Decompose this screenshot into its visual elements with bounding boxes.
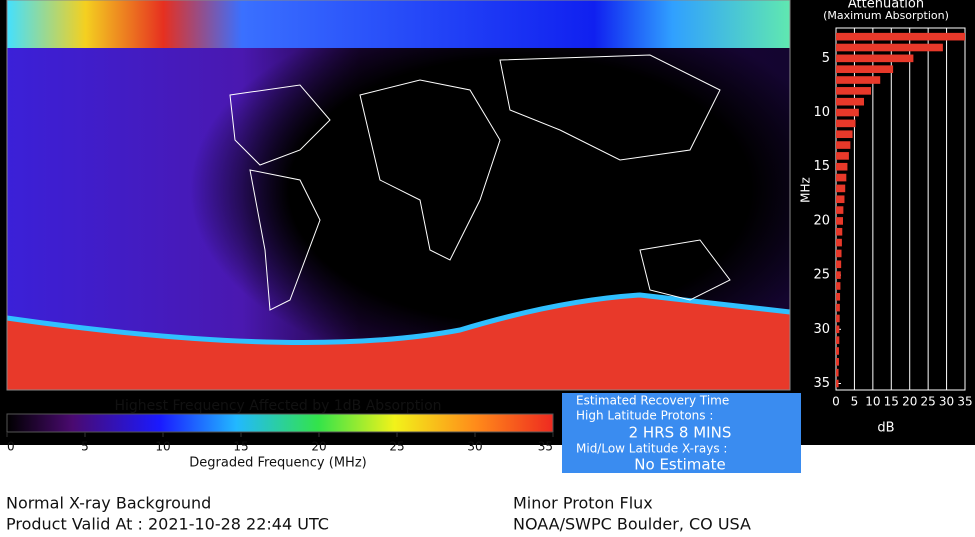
footer-text: NOAA/SWPC Boulder, CO USA	[513, 515, 751, 534]
y-tick-label: 20	[902, 395, 917, 409]
bar	[836, 119, 856, 128]
recovery-label: Mid/Low Latitude X-rays :	[576, 442, 727, 456]
bar	[836, 227, 843, 236]
bar	[836, 162, 848, 171]
bar	[836, 260, 842, 269]
bar	[836, 368, 839, 377]
x-tick-label: 15	[813, 159, 830, 174]
colorbar-title: Highest Frequency Affected by 1dB Absorp…	[114, 398, 441, 414]
recovery-label: High Latitude Protons :	[576, 409, 713, 423]
x-tick-label: 20	[813, 213, 830, 228]
bar	[836, 358, 839, 366]
chart-title: Attenuation	[848, 0, 924, 12]
y-tick-label: 30	[939, 395, 954, 409]
bar	[836, 43, 943, 52]
y-tick-label: 5	[851, 395, 859, 409]
bar	[836, 238, 842, 247]
bar	[836, 87, 872, 95]
y-tick-label: 25	[921, 395, 936, 409]
x-tick-label: 5	[822, 51, 830, 66]
bar	[836, 282, 841, 290]
bar	[836, 65, 894, 73]
bar	[836, 336, 840, 344]
bar	[836, 303, 840, 312]
x-tick-label: 35	[813, 376, 830, 391]
y-axis-label: dB	[877, 421, 894, 436]
bar	[836, 347, 839, 355]
x-tick-label: 25	[813, 268, 830, 283]
bar	[836, 292, 841, 301]
bar	[836, 32, 965, 41]
bar	[836, 108, 859, 117]
bar	[836, 195, 845, 204]
colorbar-tick-label: 10	[155, 440, 170, 454]
recovery-value: 2 HRS 8 MINS	[629, 424, 732, 442]
x-axis-label: MHz	[799, 177, 813, 203]
bar	[836, 173, 847, 182]
colorbar-tick-label: 35	[538, 440, 553, 454]
bar	[836, 314, 840, 323]
bar	[836, 249, 842, 258]
colorbar-tick-label: 15	[233, 440, 248, 454]
bar	[836, 217, 844, 225]
y-tick-label: 35	[957, 395, 972, 409]
colorbar-tick-label: 20	[311, 440, 326, 454]
x-tick-label: 30	[813, 322, 830, 337]
bar	[836, 54, 914, 63]
y-tick-label: 10	[865, 395, 880, 409]
recovery-value: No Estimate	[634, 456, 725, 474]
bar	[836, 76, 881, 84]
colorbar-tick-label: 0	[7, 440, 15, 454]
colorbar-label: Degraded Frequency (MHz)	[189, 456, 366, 471]
x-tick-label: 10	[813, 105, 830, 120]
bar	[836, 184, 846, 193]
colorbar	[6, 413, 554, 433]
colorbar-tick-label: 30	[467, 440, 482, 454]
recovery-box	[562, 393, 801, 473]
absorption-map	[6, 0, 850, 391]
y-tick-label: 15	[884, 395, 899, 409]
colorbar-tick-label: 5	[81, 440, 89, 454]
bar	[836, 325, 840, 334]
chart-subtitle: (Maximum Absorption)	[823, 9, 949, 22]
bar	[836, 271, 841, 279]
bar	[836, 379, 839, 388]
bar	[836, 130, 853, 139]
footer-text: Minor Proton Flux	[513, 494, 653, 513]
bar	[836, 206, 844, 214]
y-tick-label: 0	[832, 395, 840, 409]
recovery-title: Estimated Recovery Time	[576, 394, 729, 408]
colorbar-tick-label: 25	[389, 440, 404, 454]
footer-text: Product Valid At : 2021-10-28 22:44 UTC	[6, 515, 329, 534]
bar	[836, 97, 865, 106]
bar	[836, 152, 849, 160]
bar	[836, 141, 851, 149]
footer-text: Normal X-ray Background	[6, 494, 211, 513]
